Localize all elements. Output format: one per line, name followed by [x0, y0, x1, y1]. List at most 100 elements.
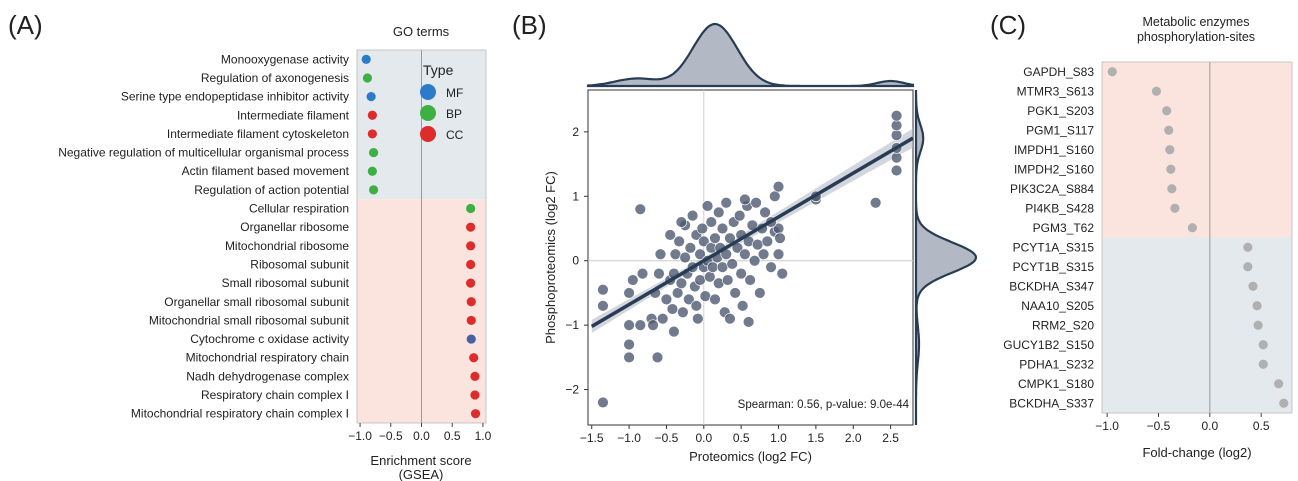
site-label: PGK1_S203 [1027, 104, 1094, 118]
data-point [597, 396, 609, 409]
term-dot [367, 110, 377, 120]
data-point [694, 248, 706, 260]
data-point [597, 300, 609, 312]
data-point [671, 287, 684, 299]
term-label: Mitochondrial small ribosomal subunit [149, 313, 350, 327]
data-point [686, 209, 699, 222]
y-tick-label: 0 [572, 254, 579, 268]
term-label: Organellar ribosome [240, 220, 349, 234]
site-dot [1107, 67, 1117, 77]
site-dot [1162, 106, 1172, 116]
data-point [653, 267, 665, 280]
data-point [759, 206, 771, 219]
data-point [673, 235, 685, 248]
term-dot [362, 73, 373, 83]
site-dot [1164, 125, 1174, 135]
y-tick-label: −2 [565, 383, 579, 397]
negative-region [1102, 62, 1292, 238]
x-axis-label: Proteomics (log2 FC) [689, 449, 812, 464]
site-label: RRM2_S20 [1032, 318, 1094, 332]
term-label: Monooxygenase activity [221, 52, 349, 66]
site-dot [1253, 320, 1263, 330]
x-tick-label: 1.0 [475, 429, 492, 443]
term-label: Regulation of axonogenesis [201, 71, 349, 85]
term-dot [466, 278, 476, 288]
data-point [713, 206, 725, 219]
data-point [684, 242, 697, 254]
site-label: PDHA1_S232 [1019, 357, 1094, 371]
data-point [709, 293, 721, 306]
x-tick-label: 0.5 [733, 431, 750, 445]
site-dot [1258, 340, 1268, 350]
panel-b: (B) −1.5 −1.0 −0.5 0.0 0.5 1.0 1.5 2.0 2.5 −2 −1 0 1 2… [512, 10, 978, 464]
term-label: Intermediate filament [237, 108, 350, 122]
data-point [675, 216, 688, 228]
term-label: Negative regulation of multicellular org… [58, 146, 349, 160]
panel-label: (B) [512, 10, 547, 40]
term-dot [466, 203, 476, 214]
data-point [705, 216, 717, 228]
site-label: PCYT1A_S315 [1013, 240, 1095, 254]
data-point [683, 293, 695, 306]
legend-marker [420, 105, 436, 121]
data-point [744, 274, 756, 286]
x-tick-label: 0.5 [444, 429, 461, 443]
data-point [677, 306, 689, 318]
data-point [669, 248, 682, 260]
x-tick-label: 0.0 [413, 429, 430, 443]
y-tick-label: 1 [572, 189, 579, 203]
data-point [757, 248, 770, 260]
x-tick-label: −1.5 [580, 431, 604, 445]
site-dot [1151, 86, 1162, 96]
site-label: BCKDHA_S347 [1009, 279, 1094, 293]
x-axis-label: Enrichment score (GSEA) [370, 453, 471, 481]
stats-annotation: Spearman: 0.56, p-value: 9.0e-44 [738, 399, 910, 411]
term-dot [367, 129, 377, 139]
site-dot [1248, 281, 1258, 291]
data-point [890, 110, 903, 122]
x-tick-label: 0.0 [1201, 419, 1218, 433]
site-label: PCYT1B_S315 [1013, 260, 1095, 274]
data-point [776, 267, 788, 280]
data-point [696, 222, 709, 235]
panel-c: (C) Metabolic enzymes phosphorylation-site… [990, 10, 1293, 460]
site-dot [1170, 203, 1180, 213]
positive-region [1102, 237, 1292, 413]
x-tick-label: 2.0 [845, 431, 862, 445]
site-label: NAA10_S205 [1021, 299, 1094, 313]
chart-title: Metabolic enzymes phosphorylation-sites [1137, 15, 1255, 44]
term-label: Cytochrome c oxidase activity [190, 332, 349, 346]
legend-label: BP [446, 107, 462, 121]
y-axis-label: Phosphoproteomics (log2 FC) [543, 171, 558, 344]
term-label: Mitochondrial respiratory chain [186, 351, 349, 365]
site-dot [1258, 359, 1268, 369]
y-tick-label: 2 [572, 125, 579, 139]
term-dot [466, 222, 476, 232]
term-dot [466, 315, 476, 326]
site-label: IMPDH2_S160 [1014, 162, 1094, 176]
data-point [750, 197, 762, 209]
y-tick-label: −1 [565, 318, 579, 332]
legend-marker [420, 126, 436, 142]
data-point [722, 274, 734, 286]
data-point [597, 284, 609, 296]
term-label: Respiratory chain complex I [201, 388, 349, 402]
term-label: Small ribosomal subunit [222, 276, 350, 290]
data-point [720, 197, 732, 209]
chart-title: GO terms [393, 24, 450, 39]
data-point [634, 203, 646, 215]
panel-label: (C) [990, 10, 1026, 40]
data-point [666, 303, 679, 315]
legend-label: MF [446, 86, 463, 100]
data-point [735, 267, 747, 280]
data-point [699, 290, 711, 302]
x-tick-label: −0.5 [379, 429, 403, 443]
data-point [623, 319, 635, 331]
x-tick-label: 0.0 [695, 431, 712, 445]
term-label: Organellar small ribosomal subunit [164, 295, 349, 309]
term-dot [368, 185, 379, 195]
x-tick-label: 2.5 [882, 431, 899, 445]
y-density [914, 90, 978, 425]
data-point [765, 261, 777, 273]
